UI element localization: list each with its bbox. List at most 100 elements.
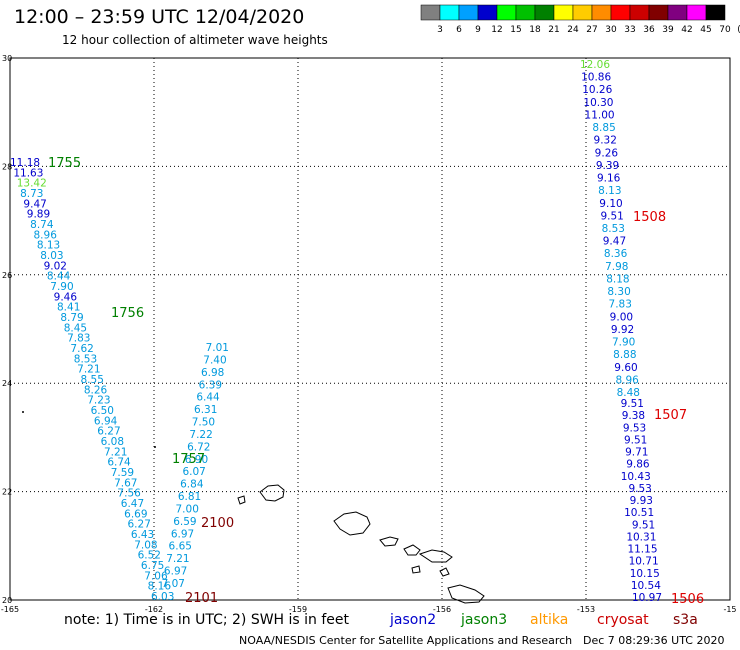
island-outline — [237, 495, 246, 505]
swh-label-pass1: 13.42 — [17, 178, 47, 190]
swh-label-pass2: 6.72 — [187, 441, 210, 453]
swh-label-pass4: 9.53 — [628, 483, 651, 495]
colorbar-tick-label: 6 — [456, 25, 462, 35]
swh-label-pass1: 6.27 — [128, 519, 151, 531]
swh-label-pass1: 6.69 — [124, 508, 147, 520]
footer-date: Dec 7 08:29:36 UTC 2020 — [583, 634, 725, 647]
swh-label-pass3: 12.06 — [580, 59, 610, 71]
swh-label-pass4: 9.51 — [632, 519, 655, 531]
swh-label-pass2: 6.31 — [194, 404, 217, 416]
swh-label-pass4: 9.38 — [622, 410, 645, 422]
pass-time-1755: 1755 — [48, 156, 81, 171]
swh-label-pass1: 6.43 — [131, 529, 154, 541]
colorbar-tick-label: 12 — [491, 25, 502, 35]
swh-label-pass3: 10.30 — [583, 97, 613, 109]
island-outline — [411, 565, 421, 574]
swh-label-pass2: 7.07 — [162, 578, 185, 590]
swh-label-pass4: 9.86 — [626, 459, 650, 471]
swh-label-pass1: 8.44 — [47, 271, 71, 283]
legend-altika: altika — [530, 612, 569, 628]
swh-label-pass3: 10.26 — [582, 84, 612, 96]
lat-tick-label: 30 — [2, 54, 12, 63]
pass-time-1507: 1507 — [654, 408, 687, 423]
colorbar-tick-label: 15 — [510, 25, 521, 35]
island-outline — [259, 484, 285, 502]
island-outline — [418, 549, 453, 563]
swh-label-pass4: 9.51 — [621, 398, 644, 410]
swh-label-pass3: 9.32 — [594, 135, 617, 147]
swh-label-pass1: 8.55 — [81, 374, 104, 386]
swh-label-pass2: 6.84 — [180, 479, 204, 491]
swh-label-pass4: 10.15 — [630, 568, 660, 580]
swh-label-pass2: 7.50 — [192, 417, 215, 429]
swh-label-pass4: 9.51 — [624, 434, 647, 446]
swh-label-pass1: 9.47 — [23, 198, 46, 210]
lon-tick-label: -165 — [1, 605, 19, 614]
swh-label-pass1: 6.74 — [107, 457, 131, 469]
colorbar-tick-label: 3 — [437, 25, 443, 35]
swh-label-pass1: 6.75 — [141, 560, 164, 572]
swh-label-pass1: 8.96 — [34, 229, 58, 241]
legend-s3a: s3a — [673, 612, 698, 628]
swh-label-pass2: 6.65 — [169, 541, 192, 553]
swh-label-pass2: 7.22 — [189, 429, 212, 441]
swh-label-pass1: 6.50 — [91, 405, 114, 417]
footer-credit: NOAA/NESDIS Center for Satellite Applica… — [239, 634, 573, 647]
island-dot — [154, 446, 156, 448]
colorbar-tick-label: 39 — [662, 25, 674, 35]
swh-label-pass2: 7.21 — [166, 553, 189, 565]
swh-label-pass1: 6.47 — [121, 498, 144, 510]
colorbar-tick-label: 70 — [719, 25, 731, 35]
lat-tick-label: 28 — [2, 162, 12, 171]
island-outline — [447, 584, 485, 604]
legend-jason3: jason3 — [461, 612, 508, 628]
swh-label-pass1: 8.79 — [60, 312, 83, 324]
swh-label-pass3: 11.00 — [585, 109, 615, 121]
swh-label-pass3: 9.47 — [603, 236, 626, 248]
colorbar-tick-label: 18 — [529, 25, 541, 35]
swh-label-pass2: 7.40 — [203, 354, 226, 366]
legend-jason2: jason2 — [390, 612, 437, 628]
island-dot — [22, 411, 24, 413]
swh-label-pass3: 9.51 — [600, 210, 623, 222]
swh-label-pass1: 8.13 — [37, 240, 60, 252]
swh-label-pass3: 8.18 — [606, 273, 629, 285]
swh-label-pass3: 8.53 — [602, 223, 625, 235]
swh-label-pass4: 9.71 — [625, 447, 648, 459]
colorbar-tick-label: 21 — [548, 25, 559, 35]
swh-label-pass1: 6.94 — [94, 415, 118, 427]
swh-label-pass1: 8.53 — [74, 353, 97, 365]
swh-label-pass3: 9.00 — [610, 311, 633, 323]
swh-label-pass3: 8.30 — [607, 286, 630, 298]
swh-label-pass1: 7.90 — [50, 281, 73, 293]
lon-tick-label: -162 — [145, 605, 163, 614]
swh-label-pass1: 7.83 — [67, 333, 90, 345]
swh-label-pass1: 6.08 — [101, 436, 124, 448]
swh-label-pass1: 6.03 — [151, 591, 174, 603]
colorbar-tick-label: 33 — [624, 25, 635, 35]
swh-label-pass4: 10.51 — [624, 507, 654, 519]
island-outline — [333, 511, 371, 536]
swh-label-pass2: 6.81 — [178, 491, 201, 503]
swh-label-pass2: 7.01 — [206, 342, 229, 354]
swh-label-pass1: 7.62 — [70, 343, 93, 355]
swh-label-pass3: 10.86 — [581, 72, 611, 84]
swh-label-pass2: 6.39 — [199, 379, 222, 391]
legend-cryosat: cryosat — [597, 612, 649, 628]
swh-label-pass1: 8.41 — [57, 302, 80, 314]
colorbar-tick-label: 30 — [605, 25, 617, 35]
swh-label-pass3: 8.13 — [598, 185, 621, 197]
swh-label-pass2: 7.00 — [176, 503, 199, 515]
swh-label-pass3: 8.85 — [592, 122, 615, 134]
chart-subtitle: 12 hour collection of altimeter wave hei… — [62, 33, 328, 47]
lat-tick-label: 22 — [2, 488, 12, 497]
swh-label-pass2: 6.97 — [164, 566, 187, 578]
colorbar-tick-label: 24 — [567, 25, 579, 35]
pass-time-1506: 1506 — [671, 592, 704, 607]
pass-time-1757: 1757 — [172, 452, 205, 467]
swh-label-pass1: 9.02 — [44, 260, 67, 272]
lon-tick-label: -156 — [433, 605, 451, 614]
swh-label-pass2: 6.59 — [173, 516, 196, 528]
swh-label-pass1: 9.89 — [27, 209, 50, 221]
